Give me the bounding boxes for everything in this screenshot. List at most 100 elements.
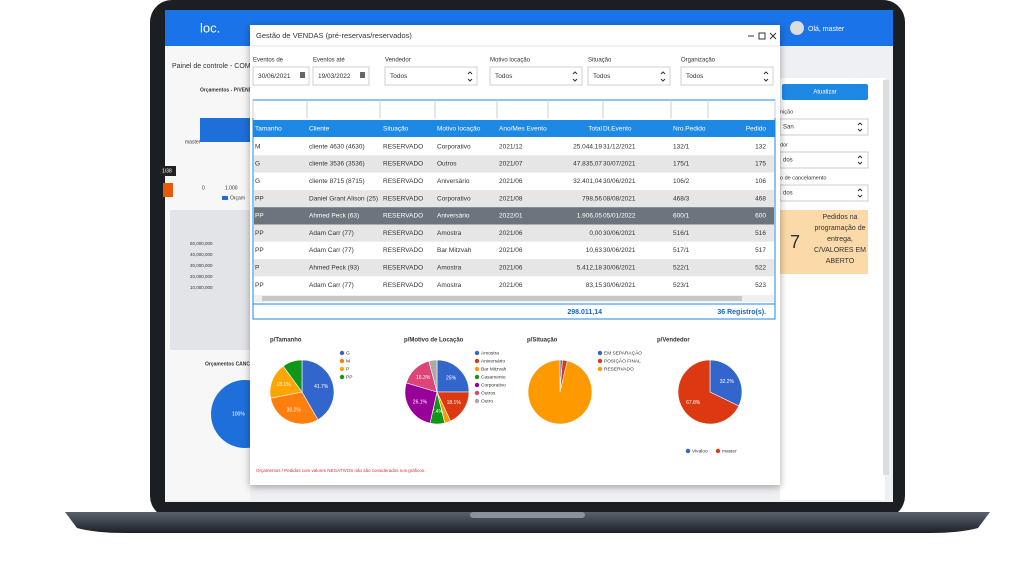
side-select-value[interactable]: dos [783, 191, 793, 197]
side-select-value[interactable]: dos [783, 158, 793, 164]
side-select-value[interactable]: San [783, 125, 794, 131]
table-row[interactable] [254, 224, 774, 242]
table-cell: 0,00 [589, 230, 602, 237]
refresh-button[interactable] [782, 84, 868, 100]
table-cell: Corporativo [437, 143, 471, 150]
bg-axis-label: 50,000,000 [190, 241, 213, 246]
table-cell: 175/1 [673, 161, 690, 168]
filter-value[interactable]: Todos [686, 73, 704, 80]
column-header[interactable]: Situação [383, 126, 409, 133]
table-cell: 30/06/2021 [603, 265, 636, 272]
column-header[interactable]: Motivo locação [437, 126, 481, 133]
column-header[interactable]: Dt.Evento [603, 126, 632, 133]
filter-input[interactable] [252, 66, 310, 86]
table-cell: 31/12/2021 [603, 143, 636, 150]
filter-input[interactable] [680, 66, 774, 86]
legend-label[interactable]: Corporativo [481, 382, 506, 388]
table-row[interactable] [254, 172, 774, 190]
legend-label[interactable]: Bar Mitzvah [481, 366, 507, 372]
legend-label[interactable]: master [722, 448, 737, 454]
legend-label[interactable]: P [346, 366, 349, 372]
legend-label[interactable]: PP [346, 374, 352, 380]
legend-label[interactable]: Amostra [481, 350, 499, 356]
legend-label[interactable]: EM SEPARAÇÃO [604, 349, 642, 356]
pie-slice [428, 359, 438, 393]
filter-value[interactable]: Todos [495, 73, 513, 80]
filter-value[interactable]: Todos [390, 73, 408, 80]
side-label: nição [780, 109, 793, 115]
table-row[interactable] [254, 259, 774, 277]
legend-label[interactable]: POSIÇÃO FINAL [604, 357, 641, 364]
legend-label[interactable]: Aniversário [481, 358, 505, 364]
column-header[interactable]: Tamanho [255, 126, 282, 133]
refresh-label[interactable]: Atualizar [813, 90, 836, 96]
table-cell: 2021/06 [499, 178, 523, 185]
select-arrow [467, 71, 473, 82]
bg-axis-label: 30,000,000 [190, 263, 213, 268]
legend-label[interactable]: Casamento [481, 374, 506, 380]
calendar-icon [300, 72, 305, 78]
slice-label: 18.1% [276, 382, 291, 388]
bg-pie-label: 100% [232, 411, 245, 417]
table-cell: RESERVADO [383, 247, 423, 254]
filter-value[interactable]: 30/06/2021 [258, 73, 291, 80]
table-row[interactable] [254, 241, 774, 260]
table-row[interactable] [254, 189, 774, 208]
filter-value[interactable]: Todos [593, 73, 611, 80]
column-header[interactable]: Pedido [746, 126, 767, 133]
table-cell: PP [255, 230, 264, 237]
side-select[interactable] [779, 184, 869, 202]
side-select[interactable] [779, 151, 869, 169]
table-cell: 516/1 [673, 230, 690, 237]
table-cell: M [255, 143, 260, 150]
table-cell: Daniel Grant Alison (25) [309, 195, 378, 202]
table-row[interactable] [254, 276, 774, 294]
filter-label: Motivo locação [490, 58, 531, 64]
slice-label: 26.1% [413, 399, 428, 405]
table-row[interactable] [254, 207, 774, 225]
legend-label[interactable]: G [346, 350, 350, 356]
column-header[interactable]: Total [588, 126, 602, 133]
column-header[interactable]: Nro.Pedido [673, 126, 706, 133]
scrollbar [883, 80, 889, 475]
side-button[interactable] [163, 183, 173, 197]
table-cell: 47.835,07 [573, 161, 602, 168]
table-cell: 523 [755, 282, 766, 289]
slice-label: 32.2% [720, 379, 735, 385]
legend-label[interactable]: RESERVADO [604, 366, 634, 372]
table-cell: cliente 8715 (8715) [309, 178, 365, 185]
table-cell: Aniversário [437, 178, 470, 185]
table-cell: 798,56 [582, 195, 602, 202]
table-cell: 522/1 [673, 265, 690, 272]
legend-swatch [339, 350, 345, 356]
select-arrow [857, 188, 863, 198]
bg-axis-label: 10,000,000 [190, 285, 213, 290]
filter-label: Vendedor [385, 58, 411, 64]
legend-label[interactable]: M [346, 358, 350, 364]
legend-label[interactable]: Vivaloo [692, 448, 708, 454]
select-arrow [763, 71, 769, 82]
filter-label: Eventos até [313, 58, 345, 64]
user-name[interactable]: Olá, master [808, 26, 845, 33]
filter-label: Situação [588, 58, 612, 64]
bg-pie-title: Orçamentos CANCEL [205, 361, 256, 367]
filter-input[interactable] [489, 66, 583, 86]
table-cell: 25.044,19 [573, 143, 602, 150]
column-header[interactable]: Cliente [309, 126, 330, 133]
filter-input[interactable] [587, 66, 671, 86]
table-row[interactable] [254, 138, 774, 156]
table-cell: 83,15 [586, 282, 603, 289]
h-scrollbar-thumb[interactable] [262, 296, 742, 301]
table-cell: 468 [755, 195, 766, 202]
table-row[interactable] [254, 155, 774, 173]
page-badge-bg [160, 166, 176, 176]
user-avatar[interactable] [790, 21, 804, 35]
legend-label[interactable]: Outros [481, 390, 496, 396]
column-header[interactable]: Ano/Mes Evento [499, 126, 547, 133]
filter-input[interactable] [312, 66, 370, 86]
close-icon[interactable] [769, 32, 777, 40]
maximize-icon[interactable] [758, 32, 766, 40]
filter-input[interactable] [384, 66, 478, 86]
legend-label[interactable]: Outro [481, 398, 493, 404]
filter-value[interactable]: 19/03/2022 [318, 73, 351, 80]
